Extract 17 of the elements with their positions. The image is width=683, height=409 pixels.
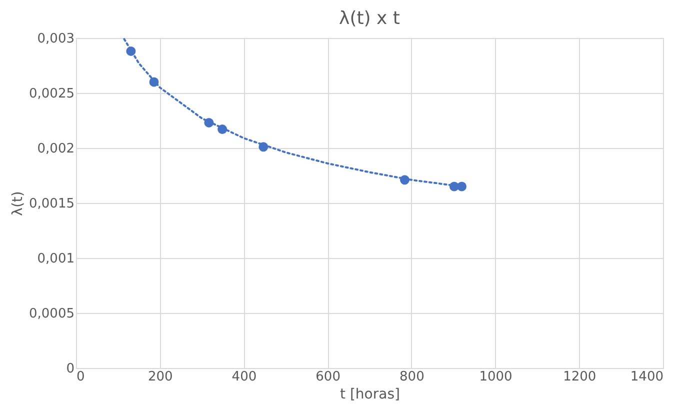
y-tick-label: 0,001 xyxy=(37,252,74,266)
chart-title: λ(t) x t xyxy=(339,8,400,29)
x-tick-label: 400 xyxy=(232,370,257,384)
y-tick-label: 0,0005 xyxy=(29,306,74,322)
x-axis-title: t [horas] xyxy=(340,386,400,402)
y-tick-label: 0,0015 xyxy=(29,196,74,212)
y-axis-title: λ(t) xyxy=(10,191,26,216)
x-tick-label: 200 xyxy=(148,370,173,384)
x-tick-label: 1200 xyxy=(563,370,596,384)
x-tick-label: 0 xyxy=(76,370,85,384)
x-tick-label: 1000 xyxy=(479,370,512,384)
y-tick-label: 0,0025 xyxy=(29,86,74,102)
y-tick-label: 0,002 xyxy=(37,142,74,156)
x-tick-label: 600 xyxy=(316,370,340,384)
y-tick-label: 0,003 xyxy=(37,32,74,46)
x-tick-label: 1400 xyxy=(630,370,664,384)
x-tick-label: 800 xyxy=(400,370,424,384)
